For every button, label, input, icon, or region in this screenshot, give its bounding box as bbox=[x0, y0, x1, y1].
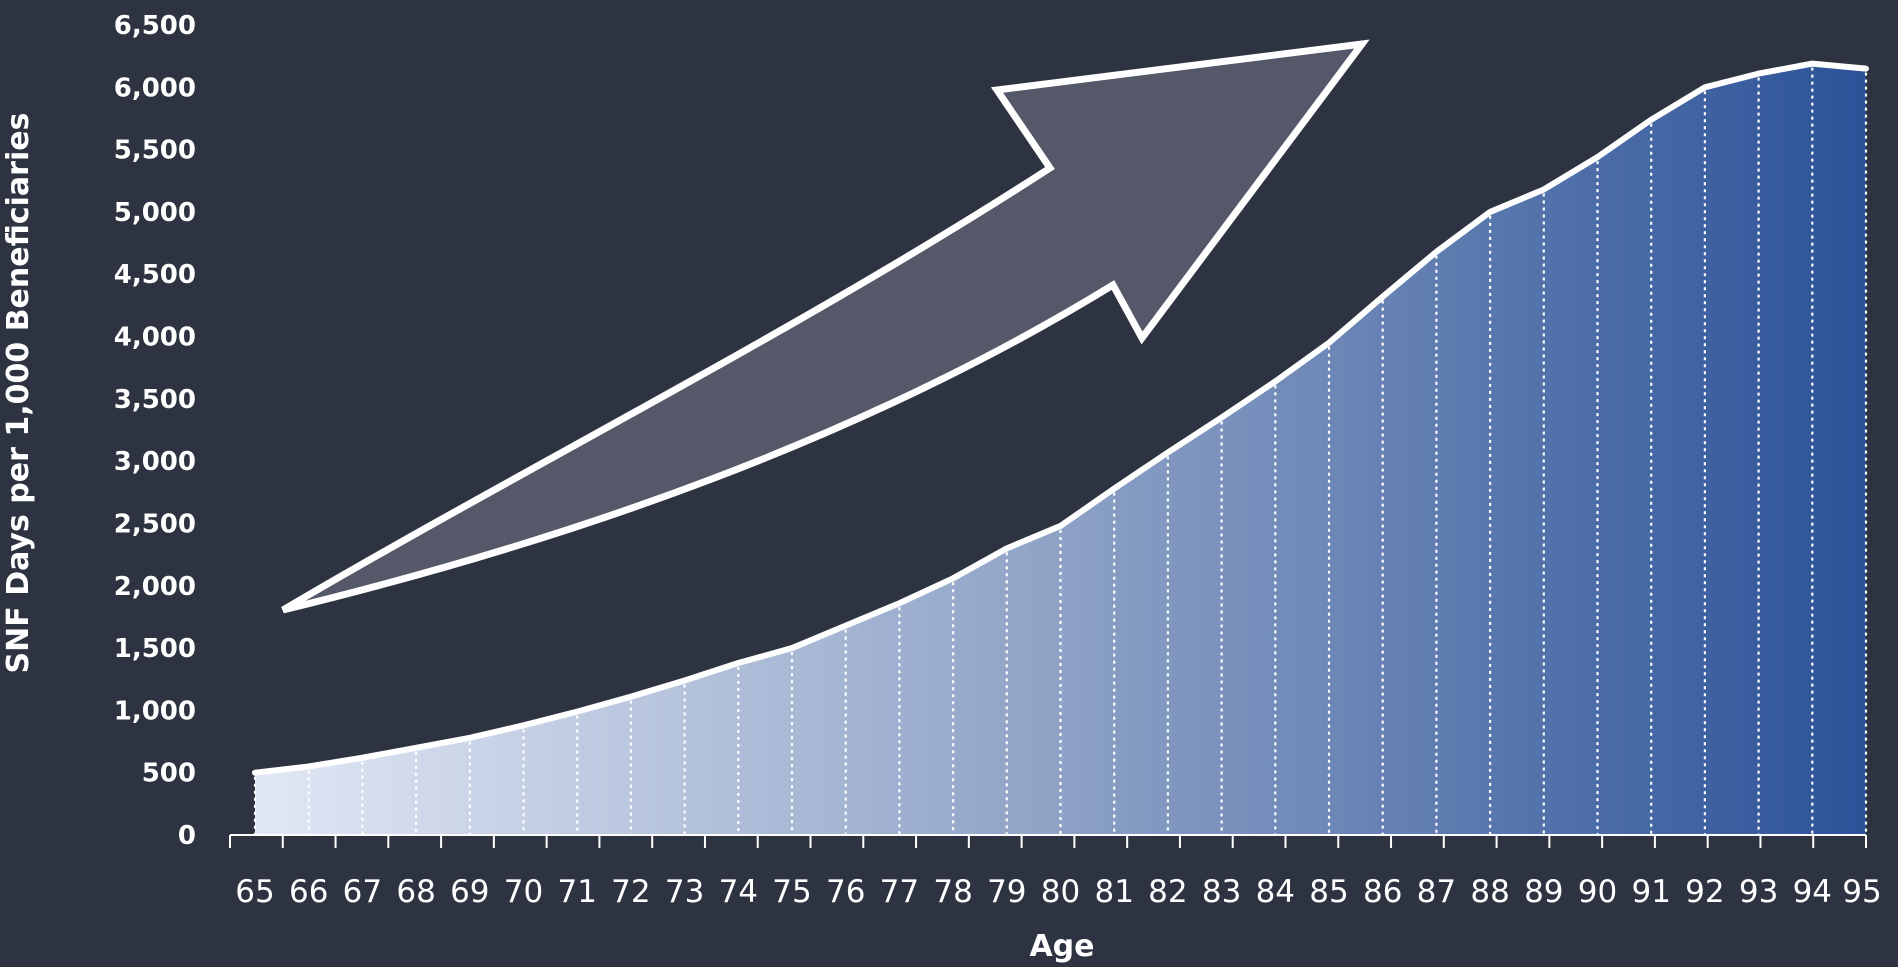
x-tick-label: 82 bbox=[1148, 874, 1187, 910]
x-tick-label: 71 bbox=[557, 874, 596, 910]
x-tick-label: 88 bbox=[1470, 874, 1509, 910]
x-tick-labels: 65 66 67 68 69 70 71 72 73 74 75 76 77 78 79 80 81 82 83 84… bbox=[235, 874, 1881, 910]
x-tick-label: 80 bbox=[1041, 874, 1080, 910]
y-tick-label: 3,000 bbox=[114, 447, 196, 477]
data-point-age-65 bbox=[252, 770, 258, 776]
data-point-age-69 bbox=[467, 735, 473, 741]
y-tick-label: 6,000 bbox=[114, 73, 196, 103]
x-tick-label: 87 bbox=[1417, 874, 1456, 910]
data-point-age-95 bbox=[1863, 66, 1869, 72]
area-fill bbox=[255, 63, 1866, 836]
x-tick-label: 72 bbox=[611, 874, 650, 910]
y-tick-label: 2,000 bbox=[114, 572, 196, 602]
y-tick-label: 2,500 bbox=[114, 509, 196, 539]
x-tick-label: 68 bbox=[396, 874, 435, 910]
x-tick-label: 93 bbox=[1739, 874, 1778, 910]
x-tick-label: 77 bbox=[880, 874, 919, 910]
data-point-age-79 bbox=[1004, 545, 1010, 551]
data-point-age-68 bbox=[413, 745, 419, 751]
data-point-age-73 bbox=[682, 677, 688, 683]
y-tick-label: 3,500 bbox=[114, 385, 196, 415]
data-point-age-67 bbox=[359, 755, 365, 761]
x-tick-label: 85 bbox=[1309, 874, 1348, 910]
y-tick-label: 500 bbox=[142, 759, 196, 789]
data-point-age-93 bbox=[1756, 71, 1762, 77]
data-point-age-84 bbox=[1272, 378, 1278, 384]
data-point-age-74 bbox=[735, 660, 741, 666]
x-tick-label: 84 bbox=[1256, 874, 1295, 910]
axes bbox=[229, 834, 1867, 848]
data-point-age-71 bbox=[574, 709, 580, 715]
x-tick-label: 74 bbox=[719, 874, 758, 910]
data-point-age-91 bbox=[1648, 117, 1654, 123]
x-tick-label: 66 bbox=[289, 874, 328, 910]
data-point-age-66 bbox=[306, 763, 312, 769]
x-tick-label: 76 bbox=[826, 874, 865, 910]
x-tick-label: 89 bbox=[1524, 874, 1563, 910]
x-tick-label: 73 bbox=[665, 874, 704, 910]
x-tick-label: 91 bbox=[1631, 874, 1670, 910]
trend-arrow-icon bbox=[281, 39, 1370, 614]
x-tick-label: 69 bbox=[450, 874, 489, 910]
x-tick-label: 79 bbox=[987, 874, 1026, 910]
data-point-age-75 bbox=[789, 645, 795, 651]
data-point-age-89 bbox=[1541, 186, 1547, 192]
trend-arrow-layer bbox=[281, 39, 1370, 614]
data-point-age-86 bbox=[1380, 294, 1386, 300]
area-layer bbox=[255, 63, 1866, 836]
data-point-age-92 bbox=[1702, 84, 1708, 90]
data-point-age-80 bbox=[1058, 523, 1063, 529]
y-axis-title: SNF Days per 1,000 Beneficiaries bbox=[1, 113, 36, 674]
x-axis-title: Age bbox=[1029, 929, 1094, 964]
y-tick-label: 1,000 bbox=[114, 696, 196, 726]
x-tick-label: 90 bbox=[1578, 874, 1617, 910]
y-tick-label: 4,500 bbox=[114, 260, 196, 290]
data-point-age-70 bbox=[521, 722, 526, 728]
x-tick-label: 70 bbox=[504, 874, 543, 910]
line-layer bbox=[252, 60, 1869, 776]
data-point-age-94 bbox=[1809, 61, 1815, 67]
data-point-age-88 bbox=[1487, 209, 1493, 215]
y-tick-label: 0 bbox=[178, 821, 196, 851]
data-point-age-85 bbox=[1326, 340, 1332, 346]
x-tick-label: 95 bbox=[1842, 874, 1881, 910]
data-point-age-83 bbox=[1219, 415, 1225, 421]
y-tick-label: 5,500 bbox=[114, 136, 196, 166]
data-point-age-76 bbox=[843, 623, 849, 629]
x-tick-label: 75 bbox=[772, 874, 811, 910]
y-tick-label: 4,000 bbox=[114, 323, 196, 353]
data-point-age-77 bbox=[896, 600, 902, 606]
x-tick-label: 94 bbox=[1793, 874, 1832, 910]
x-tick-label: 83 bbox=[1202, 874, 1241, 910]
data-point-age-72 bbox=[628, 694, 634, 700]
y-tick-label: 1,500 bbox=[114, 634, 196, 664]
data-point-age-78 bbox=[950, 575, 956, 581]
data-point-age-90 bbox=[1595, 154, 1600, 160]
y-tick-labels: 0 500 1,000 1,500 2,000 2,500 3,000 3,500 4,000 4… bbox=[114, 11, 196, 851]
y-tick-label: 5,000 bbox=[114, 198, 196, 228]
y-tick-label: 6,500 bbox=[114, 11, 196, 41]
x-tick-label: 65 bbox=[235, 874, 274, 910]
data-point-age-81 bbox=[1111, 486, 1117, 492]
x-tick-label: 86 bbox=[1363, 874, 1402, 910]
x-tick-label: 78 bbox=[933, 874, 972, 910]
x-tick-label: 92 bbox=[1685, 874, 1724, 910]
x-tick-label: 67 bbox=[343, 874, 382, 910]
vertical-dotted-lines bbox=[253, 67, 1868, 835]
x-tick-label: 81 bbox=[1094, 874, 1133, 910]
data-point-age-87 bbox=[1433, 249, 1439, 255]
data-point-age-82 bbox=[1165, 449, 1171, 455]
